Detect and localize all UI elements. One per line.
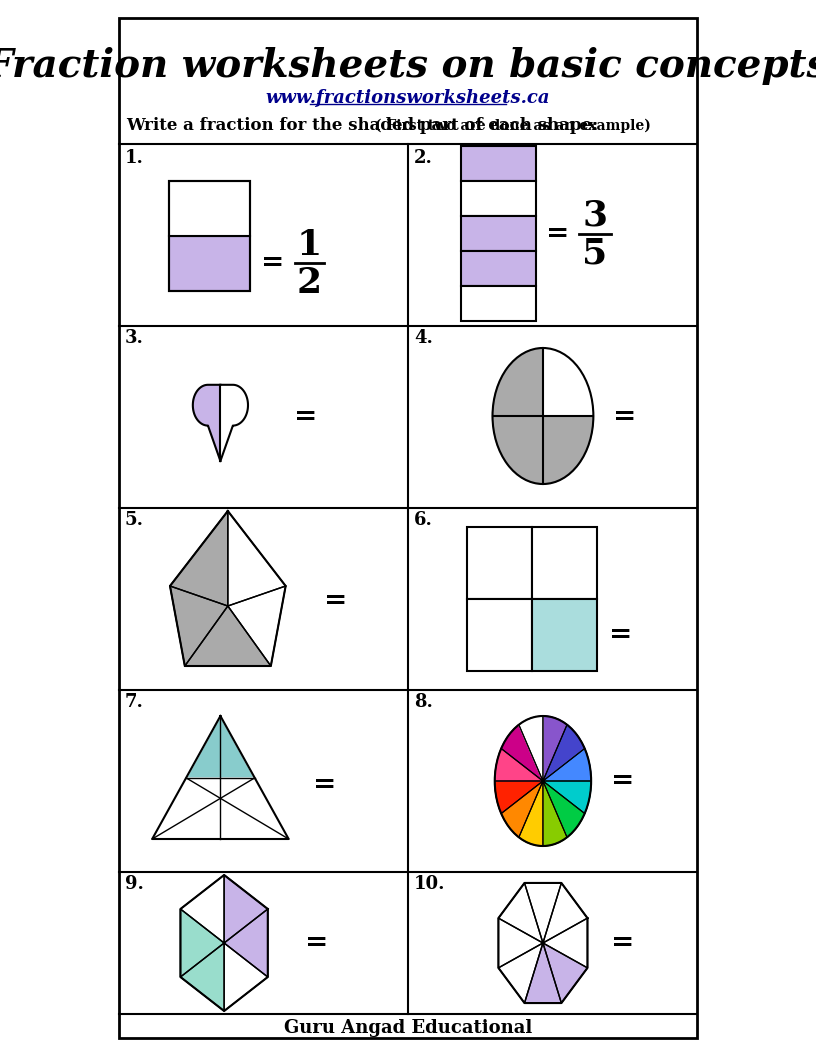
Polygon shape [543,943,588,1003]
Text: =: = [609,622,632,648]
Text: =: = [313,771,336,797]
Text: 8.: 8. [414,693,432,711]
Text: ( First two are done as an example): ( First two are done as an example) [375,119,650,133]
Text: =: = [324,587,347,615]
Polygon shape [193,384,220,461]
Polygon shape [501,781,543,837]
Text: 9.: 9. [125,875,144,893]
Polygon shape [180,909,224,977]
Text: 2.: 2. [414,149,432,167]
Bar [461,216,535,251]
Polygon shape [224,909,268,977]
Polygon shape [180,875,224,943]
Polygon shape [493,348,543,416]
Text: =: = [294,402,317,430]
Polygon shape [543,918,588,968]
Polygon shape [543,781,567,846]
Polygon shape [153,716,220,840]
Polygon shape [543,416,593,484]
Text: =: = [611,768,635,794]
Bar [461,286,535,321]
Polygon shape [220,716,289,840]
Polygon shape [153,778,289,840]
Text: Fraction worksheets on basic concepts: Fraction worksheets on basic concepts [0,48,816,84]
Bar [467,599,532,671]
Polygon shape [543,781,591,813]
Polygon shape [543,749,591,781]
Polygon shape [186,716,255,778]
Text: 6.: 6. [414,511,432,529]
Bar [461,181,535,216]
Polygon shape [499,883,543,943]
Text: =: = [546,220,570,247]
Text: www.fractionsworksheets.ca: www.fractionsworksheets.ca [266,89,550,107]
Text: Write a fraction for the shaded part of each shape:: Write a fraction for the shaded part of … [126,117,598,134]
Bar [169,181,250,235]
Polygon shape [525,883,561,943]
Polygon shape [170,511,228,606]
Text: =: = [611,929,635,957]
Polygon shape [170,586,228,666]
Polygon shape [525,943,561,1003]
Text: 4.: 4. [414,329,432,347]
Bar [461,251,535,286]
Polygon shape [501,724,543,781]
Polygon shape [494,749,543,781]
Polygon shape [543,716,567,781]
Text: 5.: 5. [125,511,144,529]
Bar [532,599,597,671]
Polygon shape [228,511,286,606]
Polygon shape [499,918,543,968]
Text: 5: 5 [583,237,607,270]
Text: 7.: 7. [125,693,144,711]
Text: 2: 2 [297,266,322,300]
Polygon shape [180,943,224,1011]
Bar [169,181,250,291]
Polygon shape [543,724,585,781]
Polygon shape [228,586,286,666]
Polygon shape [499,943,543,1003]
Bar [461,146,535,181]
Polygon shape [543,781,585,837]
Text: =: = [305,929,329,957]
Polygon shape [543,348,593,416]
Text: Guru Angad Educational: Guru Angad Educational [284,1019,532,1037]
Bar [169,235,250,291]
Text: 1.: 1. [125,149,144,167]
Text: =: = [613,402,636,430]
Polygon shape [184,606,271,666]
Text: 10.: 10. [414,875,446,893]
Text: =: = [260,249,284,277]
Text: 3: 3 [583,199,607,232]
Polygon shape [519,716,543,781]
Bar [467,527,532,599]
Polygon shape [519,781,543,846]
Polygon shape [220,384,248,461]
Polygon shape [224,875,268,943]
Polygon shape [493,416,543,484]
Polygon shape [494,781,543,813]
Polygon shape [543,883,588,943]
Polygon shape [224,943,268,1011]
Bar [532,527,597,599]
Text: 3.: 3. [125,329,144,347]
Text: 1: 1 [297,228,322,262]
